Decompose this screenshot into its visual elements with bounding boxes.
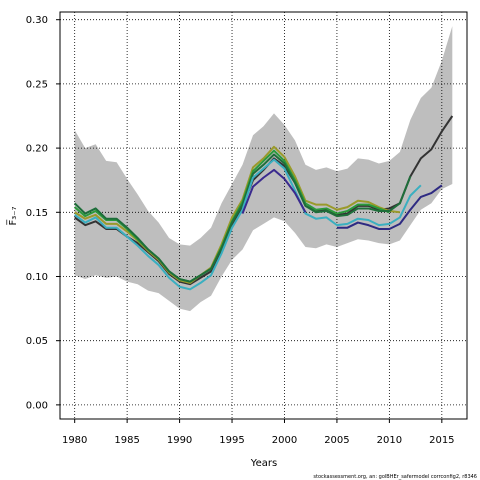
y-tick-label: 0.30: [26, 15, 48, 26]
x-tick-label: 2010: [377, 435, 402, 446]
x-tick-label: 2000: [272, 435, 297, 446]
x-tick-label: 1985: [114, 435, 139, 446]
footer-note: stockassessment.org, an: golBHEr_safermo…: [313, 474, 477, 480]
series-line-4: [73, 153, 412, 283]
x-tick-label: 1980: [62, 435, 87, 446]
series-line-2: [74, 145, 400, 284]
y-tick-label: 0.10: [26, 272, 48, 283]
series-line-6: [336, 184, 443, 230]
series-line-5: [74, 158, 422, 291]
series-line-7: [241, 168, 307, 214]
y-axis-title: F̅₃₋₇: [6, 206, 19, 225]
x-tick-label: 1990: [167, 435, 192, 446]
series-layer: [73, 115, 454, 291]
y-tick-label: 0.20: [26, 144, 48, 155]
y-tick-label: 0.00: [26, 400, 48, 411]
x-tick-label: 2005: [324, 435, 349, 446]
x-axis-title: Years: [250, 458, 277, 469]
y-tick-label: 0.05: [26, 336, 48, 347]
plot-frame: [59, 11, 468, 420]
x-tick-label: 2015: [429, 435, 454, 446]
x-ticks: 1980 1985 1990 1995 2000 2005 2010 2015: [62, 419, 455, 446]
y-tick-label: 0.15: [26, 208, 48, 219]
x-tick-label: 1995: [219, 435, 244, 446]
y-ticks: 0.00 0.05 0.10 0.15 0.20 0.25 0.30: [26, 15, 60, 411]
y-tick-label: 0.25: [26, 79, 48, 90]
